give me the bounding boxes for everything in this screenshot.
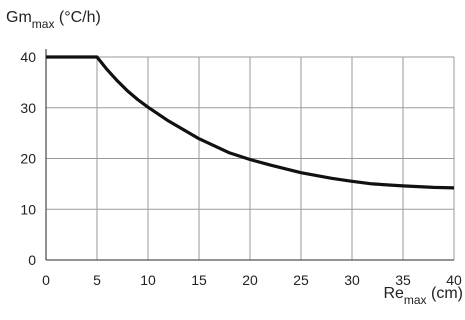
x-tick-label-30: 30 [344, 272, 360, 288]
x-tick-label-5: 5 [93, 272, 101, 288]
x-axis-title: Remax (cm) [383, 285, 463, 307]
series [46, 55, 455, 190]
x-tick-label-20: 20 [242, 272, 258, 288]
y-tick-label-10: 10 [20, 201, 36, 217]
y-tick-label-0: 0 [28, 252, 36, 268]
y-axis-title: Gmmax (°C/h) [6, 9, 101, 31]
x-axis-title-base: Re [383, 285, 404, 302]
x-axis-title-subscript: max [404, 293, 427, 307]
grid [46, 56, 455, 260]
tick-labels: 0 5 10 15 20 25 30 35 40 0 10 20 30 40 [20, 49, 462, 288]
x-tick-label-25: 25 [293, 272, 309, 288]
x-tick-label-0: 0 [42, 272, 50, 288]
x-tick-label-10: 10 [140, 272, 156, 288]
y-tick-label-30: 30 [20, 100, 36, 116]
series-line-0 [46, 55, 455, 190]
y-axis-title-subscript: max [32, 17, 55, 31]
x-tick-label-40: 40 [446, 272, 462, 288]
x-tick-label-35: 35 [395, 272, 411, 288]
y-tick-label-40: 40 [20, 49, 36, 65]
x-axis-title-unit: (cm) [427, 285, 463, 302]
y-axis-title-base: Gm [6, 9, 32, 26]
axes [45, 49, 454, 261]
y-axis-title-unit: (°C/h) [54, 9, 100, 26]
x-tick-label-15: 15 [191, 272, 207, 288]
y-tick-label-20: 20 [20, 151, 36, 167]
